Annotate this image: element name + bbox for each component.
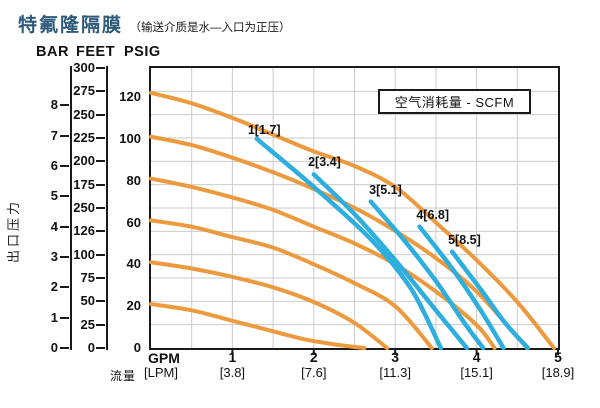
bar-tick-label: 0 xyxy=(50,340,58,355)
data-curve xyxy=(149,260,390,350)
tick-mark xyxy=(96,113,105,116)
feet-psig-ruler-line xyxy=(106,66,108,350)
tick-mark xyxy=(60,104,69,107)
feet-tick-label: 0 xyxy=(87,340,95,355)
title-row: 特氟隆隔膜 （输送介质是水—入口为正压） xyxy=(18,10,290,37)
tick-mark xyxy=(96,90,105,93)
feet-tick-label: 50 xyxy=(80,293,95,309)
feet-tick-label: 75 xyxy=(80,270,95,285)
feet-tick-label: 250 xyxy=(73,106,95,122)
x-tick-label: 5 xyxy=(554,349,562,365)
data-curve xyxy=(149,176,497,350)
feet-tick-label: 25 xyxy=(80,316,95,332)
psig-tick-label: 60 xyxy=(126,214,141,230)
data-curve xyxy=(149,302,367,350)
data-curve xyxy=(417,224,506,351)
tick-mark xyxy=(96,160,105,163)
psig-tick-label: 0 xyxy=(133,340,141,355)
psig-tick-label: 100 xyxy=(119,130,141,146)
tick-mark xyxy=(96,253,105,256)
bar-tick-label: 5 xyxy=(50,188,58,204)
air-curve-label: 2[3.4] xyxy=(308,154,341,169)
psig-tick-label: 20 xyxy=(126,298,141,314)
psig-tick-label: 80 xyxy=(126,172,141,188)
air-curve-label: 5[8.5] xyxy=(448,232,481,247)
plot-area: 空气消耗量 - SCFM 1[1.7] 2[3.4] 3[5.1] 4[6.8] 5[8… xyxy=(149,66,560,355)
psig-scale-header: PSIG xyxy=(124,44,161,60)
tick-mark xyxy=(60,134,69,137)
feet-tick-label: 225 xyxy=(73,130,95,145)
bar-tick-label: 8 xyxy=(50,97,58,113)
tick-mark xyxy=(60,165,69,168)
x-axis-label: 流量 xyxy=(110,369,137,383)
psig-tick-label: 40 xyxy=(126,256,141,272)
tick-mark xyxy=(60,225,69,228)
tick-mark xyxy=(96,277,105,279)
x-tick-label: 3 xyxy=(391,349,400,365)
tick-mark xyxy=(96,300,105,303)
tick-mark xyxy=(60,347,69,349)
tick-mark xyxy=(60,256,69,258)
bar-tick-label: 3 xyxy=(50,249,58,264)
air-curve-label: 1[1.7] xyxy=(247,123,281,138)
x-tick-sublabel: [18.9] xyxy=(541,365,575,380)
feet-tick-label: 275 xyxy=(73,83,95,99)
feet-tick-label: 250 xyxy=(73,200,95,215)
air-curve-label: 4[6.8] xyxy=(416,208,450,223)
x-axis-unit-lpm: [LPM] xyxy=(144,365,178,380)
bar-feet-ruler-line xyxy=(70,66,72,350)
tick-mark xyxy=(60,286,69,289)
x-tick-label: 1 xyxy=(228,349,237,365)
x-tick-sublabel: [11.3] xyxy=(379,365,411,380)
feet-tick-label: 300 xyxy=(73,60,95,75)
bar-tick-label: 6 xyxy=(50,158,58,174)
data-curve xyxy=(149,90,556,350)
tick-mark xyxy=(60,195,69,198)
x-tick-sublabel: [7.6] xyxy=(301,365,327,380)
data-curve xyxy=(311,172,470,351)
curves-canvas xyxy=(149,68,559,355)
x-tick-sublabel: [15.1] xyxy=(460,365,493,380)
bar-tick-label: 4 xyxy=(50,218,58,234)
bar-tick-label: 1 xyxy=(50,309,58,325)
data-curve xyxy=(368,199,486,351)
x-axis-unit-gpm: GPM xyxy=(148,350,180,366)
x-tick-sublabel: [3.8] xyxy=(219,365,246,380)
air-curve-label: 3[5.1] xyxy=(369,182,402,197)
feet-tick-label: 100 xyxy=(73,246,95,262)
bar-tick-label: 2 xyxy=(50,279,58,295)
tick-mark xyxy=(96,230,105,233)
x-tick-label: 2 xyxy=(309,349,318,365)
data-curve xyxy=(254,136,444,351)
bar-scale-header: BAR xyxy=(36,44,69,60)
tick-mark xyxy=(96,323,105,326)
feet-tick-label: 126 xyxy=(73,223,95,239)
tick-mark xyxy=(96,67,105,69)
legend-label: 空气消耗量 - SCFM xyxy=(394,95,515,110)
y-axis-label: 出口压力 xyxy=(6,199,21,264)
tick-mark xyxy=(60,316,69,319)
legend-box: 空气消耗量 - SCFM xyxy=(378,89,531,114)
feet-scale-header: FEET xyxy=(76,44,116,60)
tick-mark xyxy=(96,183,105,186)
psig-tick-label: 120 xyxy=(119,89,141,104)
page-subtitle: （输送介质是水—入口为正压） xyxy=(129,22,291,34)
bar-tick-label: 7 xyxy=(50,127,58,143)
tick-mark xyxy=(96,137,105,139)
x-tick-label: 4 xyxy=(472,349,481,365)
feet-tick-label: 175 xyxy=(73,176,95,192)
feet-tick-label: 200 xyxy=(73,153,95,169)
tick-mark xyxy=(96,347,105,349)
page-title: 特氟隆隔膜 xyxy=(18,15,124,36)
data-curve xyxy=(149,218,434,350)
tick-mark xyxy=(96,207,105,209)
data-curve xyxy=(449,249,531,351)
